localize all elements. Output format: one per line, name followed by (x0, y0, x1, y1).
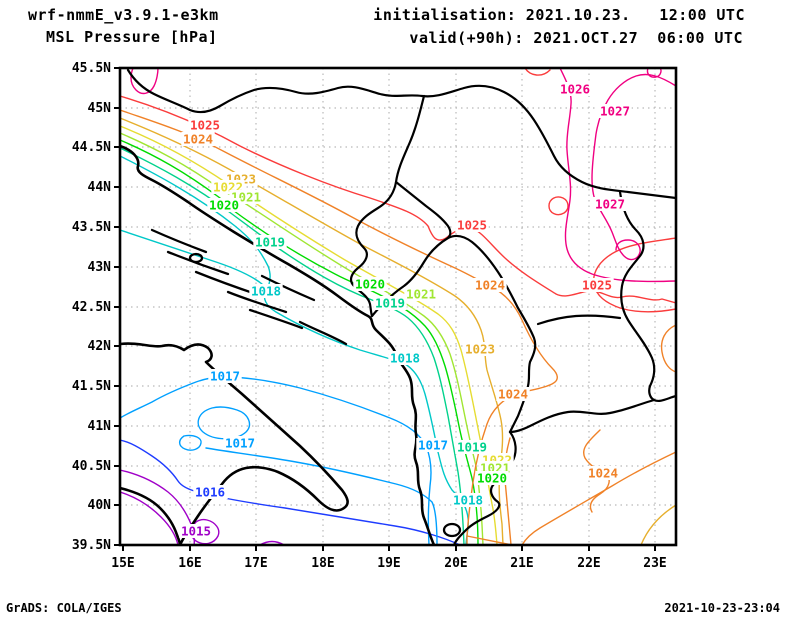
isobar-value-label: 1017 (225, 436, 255, 451)
y-tick-label: 43.5N (72, 220, 111, 235)
border-north (126, 68, 676, 200)
y-tick-label: 43N (88, 260, 112, 275)
isobar-value-label: 1024 (588, 466, 618, 481)
y-tick-label: 45N (88, 101, 112, 116)
isobar-value-label: 1019 (457, 440, 487, 455)
isobar-value-label: 1019 (375, 296, 405, 311)
isobar-value-label: 1018 (251, 284, 281, 299)
isobar-value-label: 1027 (600, 104, 630, 119)
y-tick-label: 41.5N (72, 379, 111, 394)
isobar-value-label: 1020 (209, 198, 239, 213)
border-south-horizontal (508, 398, 656, 434)
grads-credit: GrADS: COLA/IGES (6, 601, 122, 615)
x-tick-label: 16E (178, 556, 201, 571)
corfu-island (442, 522, 462, 538)
y-tick-label: 44.5N (72, 140, 111, 155)
y-tick-label: 45.5N (72, 61, 111, 76)
italy-adriatic-coast (120, 342, 349, 545)
isobar-value-label: 1020 (477, 471, 507, 486)
isobar-value-label: 1018 (453, 493, 483, 508)
x-tick-label: 19E (377, 556, 400, 571)
x-tick-label: 20E (444, 556, 467, 571)
isobar-value-label: 1015 (181, 524, 211, 539)
isobar-value-label: 1017 (210, 369, 240, 384)
valid-time-label: valid(+90h): 2021.OCT.27 06:00 UTC (409, 29, 743, 47)
model-title: wrf-nmmE_v3.9.1-e3km (28, 6, 219, 24)
isobar-value-label: 1025 (725, 251, 755, 266)
x-tick-label: 18E (311, 556, 334, 571)
y-axis-labels: 45.5N 45N 44.5N 44N 43.5N 43N 42.5N 42N 41.5N 41N… (72, 61, 111, 553)
isobar-value-label: 1021 (406, 287, 436, 302)
dinaric-albanian-coast (120, 144, 436, 545)
isobar-value-label: 1025 (457, 218, 487, 233)
country-borders (126, 68, 676, 545)
border-kosovo (536, 314, 622, 326)
x-tick-label: 23E (643, 556, 666, 571)
border-east (618, 190, 676, 403)
isobar-value-label: 1025 (190, 118, 220, 133)
italy-tyrrhenian-coast (120, 486, 182, 545)
x-tick-label: 17E (244, 556, 267, 571)
isobar-value-label: 1026 (560, 82, 590, 97)
map-grid (120, 68, 676, 545)
isobar-value-label: 1024 (183, 132, 213, 147)
y-tick-label: 40N (88, 498, 112, 513)
field-title: MSL Pressure [hPa] (46, 28, 218, 46)
init-time-label: initialisation: 2021.10.23. 12:00 UTC (373, 6, 745, 24)
plot-timestamp: 2021-10-23-23:04 (664, 601, 780, 615)
border-drina-branch (394, 180, 452, 240)
coastlines (120, 144, 462, 545)
y-tick-label: 40.5N (72, 459, 111, 474)
y-tick-label: 42N (88, 339, 112, 354)
x-tick-label: 21E (510, 556, 533, 571)
isobar-value-label: 1020 (355, 277, 385, 292)
isobar-value-label: 1024 (498, 387, 528, 402)
isobar-value-label: 1024 (475, 278, 505, 293)
x-axis-labels: 15E 16E 17E 18E 19E 20E 21E 22E 23E (111, 556, 666, 571)
dalmatian-islands (150, 228, 348, 346)
isobar-value-label: 1016 (195, 485, 225, 500)
isobar-value-label: 1018 (390, 351, 420, 366)
isobar-value-label: 1017 (418, 438, 448, 453)
border-bosnia-east (349, 94, 426, 318)
y-tick-label: 42.5N (72, 300, 111, 315)
y-tick-label: 39.5N (72, 538, 111, 553)
isobar-value-label: 1027 (595, 197, 625, 212)
isobar-value-label: 1025 (582, 278, 612, 293)
isobar-value-label: 1023 (465, 342, 495, 357)
x-tick-label: 22E (577, 556, 600, 571)
y-tick-label: 41N (88, 419, 112, 434)
axis-ticks (114, 67, 656, 551)
isobar-value-label: 1019 (255, 235, 285, 250)
x-tick-label: 15E (111, 556, 134, 571)
y-tick-label: 44N (88, 180, 112, 195)
